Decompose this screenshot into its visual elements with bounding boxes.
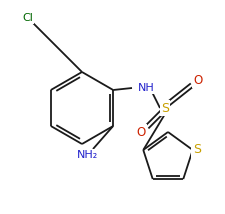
Text: O: O	[193, 73, 203, 86]
Text: S: S	[160, 101, 169, 114]
Text: NH: NH	[138, 83, 155, 93]
Text: NH₂: NH₂	[77, 150, 99, 160]
Text: Cl: Cl	[22, 13, 33, 23]
Text: O: O	[136, 125, 146, 138]
Text: S: S	[193, 143, 201, 156]
Text: NH₂: NH₂	[77, 150, 99, 160]
Text: S: S	[192, 143, 201, 156]
Text: S: S	[161, 101, 169, 114]
Text: Cl: Cl	[22, 13, 33, 23]
Text: NH: NH	[138, 83, 155, 93]
Text: O: O	[136, 125, 146, 138]
Text: O: O	[193, 73, 203, 86]
